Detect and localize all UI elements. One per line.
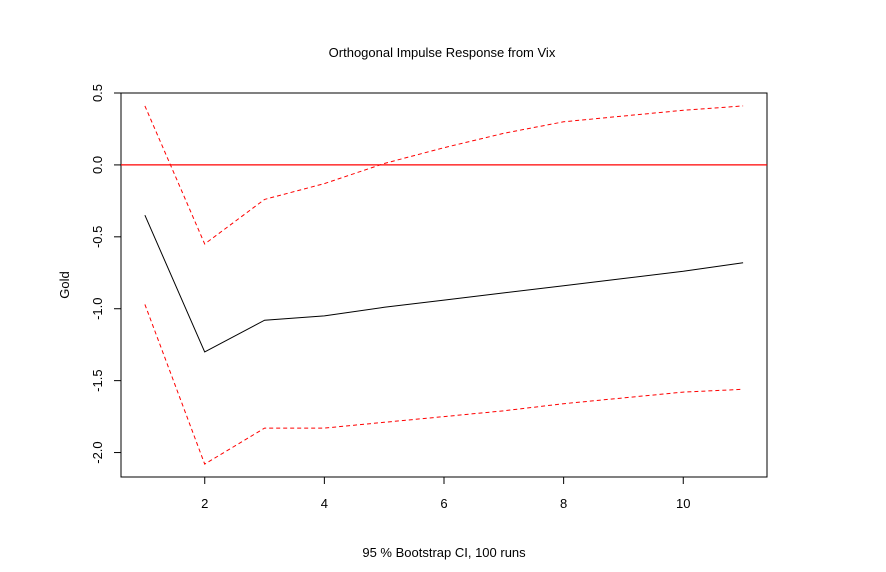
series-layer bbox=[144, 105, 744, 465]
y-axis-label: Gold bbox=[57, 271, 72, 298]
y-tick-label: -2.0 bbox=[90, 441, 105, 463]
x-tick-label: 4 bbox=[321, 496, 328, 511]
x-tick-label: 2 bbox=[201, 496, 208, 511]
y-tick-label: -1.0 bbox=[90, 298, 105, 320]
y-tick-label: -1.5 bbox=[90, 369, 105, 391]
y-tick-label: 0.5 bbox=[90, 84, 105, 102]
x-tick-label: 10 bbox=[676, 496, 690, 511]
chart-title: Orthogonal Impulse Response from Vix bbox=[329, 45, 556, 60]
upper-ci-line bbox=[144, 105, 744, 245]
x-axis-label: 95 % Bootstrap CI, 100 runs bbox=[362, 545, 526, 560]
y-tick-label: 0.0 bbox=[90, 156, 105, 174]
plot-frame bbox=[120, 92, 768, 478]
x-axis: 2 4 6 8 10 bbox=[201, 476, 690, 511]
x-tick-label: 6 bbox=[440, 496, 447, 511]
y-tick-label: -0.5 bbox=[90, 226, 105, 248]
y-axis: 0.5 0.0 -0.5 -1.0 -1.5 -2.0 bbox=[90, 84, 122, 464]
lower-ci-line bbox=[144, 304, 744, 465]
x-tick-label: 8 bbox=[560, 496, 567, 511]
response-line bbox=[144, 214, 744, 353]
